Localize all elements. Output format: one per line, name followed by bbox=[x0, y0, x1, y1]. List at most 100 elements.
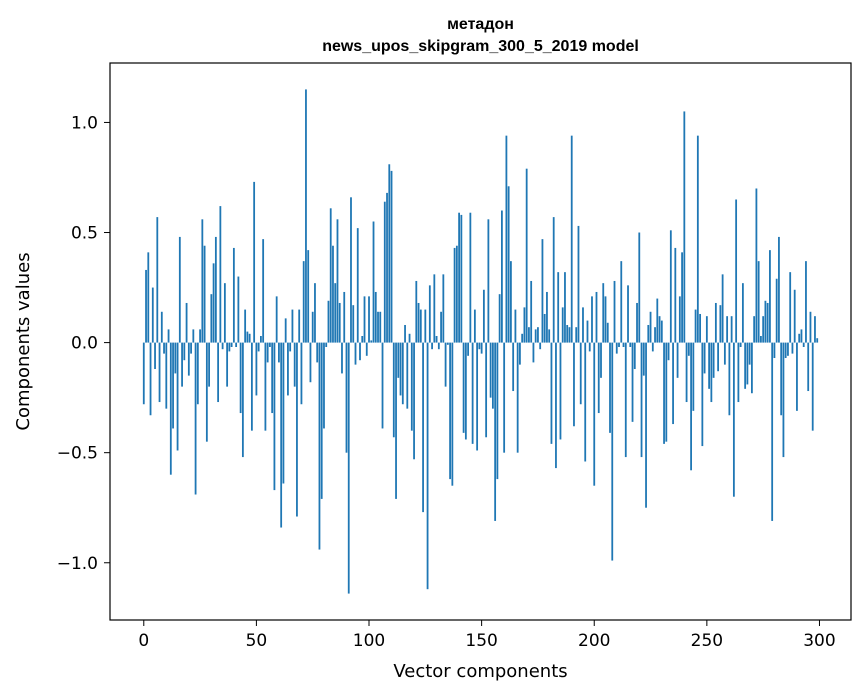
chart-subtitle: news_upos_skipgram_300_5_2019 model bbox=[322, 38, 639, 55]
bar bbox=[638, 232, 641, 343]
bar bbox=[699, 313, 701, 343]
bar bbox=[559, 342, 562, 440]
bar bbox=[142, 342, 145, 405]
bar bbox=[748, 342, 751, 365]
bar bbox=[694, 309, 697, 343]
bar bbox=[172, 342, 174, 429]
bar bbox=[503, 342, 506, 453]
bar bbox=[591, 296, 593, 343]
bar bbox=[273, 342, 276, 491]
bar bbox=[561, 307, 564, 343]
bar bbox=[147, 252, 150, 343]
bar bbox=[208, 342, 210, 387]
bar bbox=[656, 298, 659, 343]
bar bbox=[165, 342, 168, 409]
bar bbox=[305, 89, 307, 343]
bar bbox=[230, 342, 233, 347]
bar bbox=[239, 342, 242, 414]
bar bbox=[248, 333, 251, 343]
bar bbox=[701, 342, 704, 447]
bar bbox=[696, 135, 699, 343]
bar bbox=[541, 239, 544, 343]
bar bbox=[145, 269, 147, 343]
bar bbox=[185, 302, 188, 343]
bar bbox=[455, 245, 458, 343]
bar bbox=[210, 294, 213, 343]
bar bbox=[316, 342, 319, 363]
bar bbox=[741, 283, 744, 343]
bar bbox=[280, 342, 283, 528]
bar bbox=[681, 252, 683, 343]
bar bbox=[676, 342, 679, 378]
bar bbox=[476, 342, 479, 451]
bar bbox=[363, 296, 366, 343]
bar bbox=[773, 342, 776, 359]
bar bbox=[615, 342, 618, 354]
bar bbox=[796, 342, 798, 411]
bar bbox=[550, 342, 553, 444]
bar bbox=[370, 340, 373, 343]
bar bbox=[473, 309, 476, 343]
bar bbox=[365, 342, 368, 356]
bar bbox=[329, 208, 332, 343]
bar bbox=[250, 342, 253, 431]
bar bbox=[640, 342, 643, 458]
bar bbox=[271, 342, 274, 414]
bar bbox=[678, 296, 681, 343]
bar bbox=[413, 342, 415, 460]
bar bbox=[791, 342, 794, 354]
bar bbox=[431, 342, 433, 350]
chart-title: метадон bbox=[447, 16, 514, 33]
bar bbox=[433, 274, 436, 343]
bar bbox=[160, 311, 163, 343]
bar bbox=[753, 316, 756, 343]
bar bbox=[446, 342, 449, 345]
bar bbox=[755, 188, 758, 343]
bar bbox=[778, 236, 780, 343]
plot-area-frame bbox=[109, 62, 852, 621]
bar bbox=[557, 272, 560, 343]
bar bbox=[388, 164, 391, 343]
bar bbox=[525, 168, 528, 343]
bar bbox=[347, 342, 350, 594]
bar bbox=[219, 206, 222, 343]
bar bbox=[154, 342, 156, 370]
bar bbox=[570, 135, 573, 343]
bar bbox=[739, 342, 742, 347]
bar bbox=[516, 342, 519, 453]
bar bbox=[771, 342, 774, 521]
bar bbox=[611, 342, 614, 561]
bar bbox=[751, 342, 753, 394]
bar bbox=[586, 320, 589, 343]
x-tick-label: 150 bbox=[465, 631, 497, 651]
bar bbox=[546, 291, 548, 343]
y-tick-label: 0.0 bbox=[71, 334, 98, 354]
bar bbox=[491, 342, 494, 409]
bar bbox=[178, 236, 181, 343]
bar bbox=[368, 296, 370, 343]
bar bbox=[665, 342, 668, 442]
bar bbox=[278, 342, 280, 363]
y-axis-ticks: −1.0 −0.5 0.0 0.5 1.0 bbox=[57, 113, 110, 574]
bar bbox=[336, 219, 339, 343]
bar bbox=[597, 342, 600, 414]
x-tick-label: 250 bbox=[691, 631, 723, 651]
bar bbox=[636, 302, 638, 343]
y-tick-label: −0.5 bbox=[57, 444, 98, 464]
bar bbox=[262, 239, 265, 343]
bar bbox=[190, 342, 192, 354]
bar bbox=[361, 336, 364, 343]
bar bbox=[663, 342, 665, 444]
bar bbox=[624, 342, 627, 458]
bar bbox=[814, 316, 816, 343]
bar bbox=[372, 221, 375, 343]
bar bbox=[726, 316, 729, 343]
bar bbox=[723, 342, 726, 365]
x-tick-label: 50 bbox=[246, 631, 268, 651]
bar bbox=[424, 309, 427, 343]
bar bbox=[728, 342, 731, 416]
bar bbox=[307, 250, 310, 343]
bar bbox=[460, 214, 463, 343]
bar bbox=[780, 342, 783, 416]
